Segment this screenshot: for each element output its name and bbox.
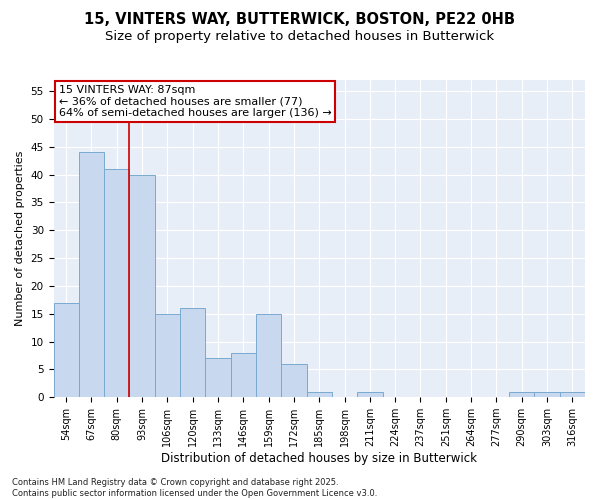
Bar (307, 392, 332, 397)
Text: Contains HM Land Registry data © Crown copyright and database right 2025.
Contai: Contains HM Land Registry data © Crown c… (12, 478, 377, 498)
Bar (256, 314, 281, 397)
Bar (357, 392, 383, 397)
Bar (155, 314, 180, 397)
Bar (509, 392, 535, 397)
Bar (53, 302, 79, 397)
Bar (230, 352, 256, 397)
Bar (180, 308, 205, 397)
Bar (560, 392, 585, 397)
Text: Size of property relative to detached houses in Butterwick: Size of property relative to detached ho… (106, 30, 494, 43)
Text: 15, VINTERS WAY, BUTTERWICK, BOSTON, PE22 0HB: 15, VINTERS WAY, BUTTERWICK, BOSTON, PE2… (85, 12, 515, 28)
Text: 15 VINTERS WAY: 87sqm
← 36% of detached houses are smaller (77)
64% of semi-deta: 15 VINTERS WAY: 87sqm ← 36% of detached … (59, 85, 332, 118)
Y-axis label: Number of detached properties: Number of detached properties (15, 151, 25, 326)
X-axis label: Distribution of detached houses by size in Butterwick: Distribution of detached houses by size … (161, 452, 477, 465)
Bar (79, 152, 104, 397)
Bar (104, 169, 130, 397)
Bar (281, 364, 307, 397)
Bar (130, 174, 155, 397)
Bar (535, 392, 560, 397)
Bar (205, 358, 230, 397)
